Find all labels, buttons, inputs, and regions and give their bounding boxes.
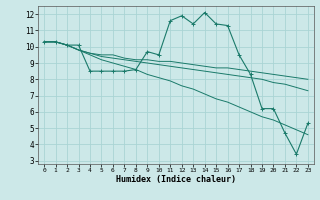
X-axis label: Humidex (Indice chaleur): Humidex (Indice chaleur) [116, 175, 236, 184]
